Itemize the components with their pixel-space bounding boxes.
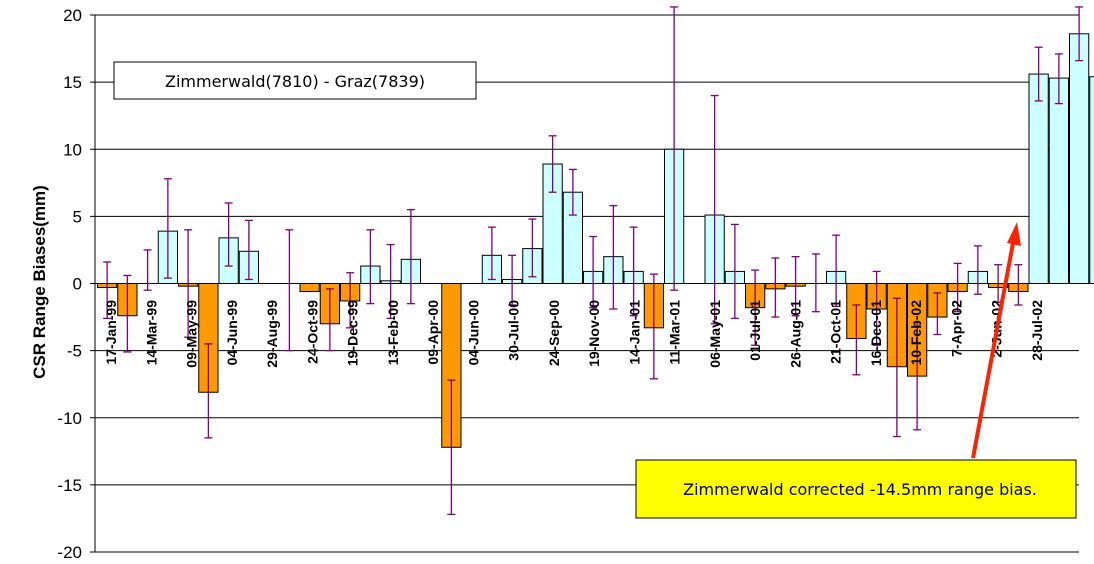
- error-bar: [163, 178, 172, 279]
- x-tick-label: 24-Sep-00: [546, 300, 562, 366]
- error-bar: [123, 274, 132, 353]
- error-bar: [224, 202, 233, 267]
- x-tick-label: 29-Aug-99: [264, 300, 280, 368]
- y-tick-label: 0: [73, 275, 82, 294]
- x-tick-label: 10-Feb-02: [908, 300, 924, 366]
- y-tick-label: -5: [67, 342, 82, 361]
- x-tick-label: 7-Apr-02: [948, 300, 964, 357]
- error-bar: [953, 262, 962, 313]
- error-bar: [508, 254, 517, 306]
- error-bar: [872, 270, 881, 346]
- bar: [1028, 73, 1049, 284]
- annotation-box: Zimmerwald corrected -14.5mm range bias.: [635, 459, 1077, 519]
- error-bar: [892, 297, 901, 438]
- error-bars: [103, 6, 1084, 516]
- x-tick-label: 14-Jan-01: [626, 300, 642, 365]
- x-tick-label: 11-Mar-01: [667, 300, 683, 365]
- error-bar: [447, 379, 456, 516]
- error-bar: [710, 94, 719, 325]
- error-bar: [1014, 264, 1023, 306]
- error-bar: [103, 261, 112, 320]
- error-bar: [568, 168, 577, 216]
- error-bar: [730, 223, 739, 320]
- x-tick-label: 26-Aug-01: [787, 300, 803, 368]
- bar: [1069, 33, 1090, 284]
- y-tick-label: 10: [63, 140, 82, 159]
- y-tick-label: 15: [63, 73, 82, 92]
- error-bar: [325, 288, 334, 352]
- error-bar: [649, 273, 658, 380]
- y-tick-label: -10: [57, 409, 82, 428]
- legend-box: Zimmerwald(7810) - Graz(7839): [113, 61, 477, 100]
- error-bar: [973, 245, 982, 295]
- x-tick-label: 14-Mar-99: [143, 300, 159, 366]
- x-tick-label: 19-Nov-00: [586, 300, 602, 367]
- error-bar: [143, 249, 152, 291]
- y-tick-label: 5: [73, 207, 82, 226]
- bar: [1048, 77, 1069, 284]
- x-tick-label: 28-Jul-02: [1029, 300, 1045, 361]
- error-bar: [487, 226, 496, 281]
- x-tick-label: 09-Apr-00: [425, 300, 441, 365]
- error-bar: [1075, 6, 1084, 62]
- y-tick-label: -20: [57, 543, 82, 562]
- error-bar: [589, 235, 598, 309]
- error-bar: [771, 257, 780, 318]
- x-tick-label: 04-Jun-99: [224, 300, 240, 366]
- x-tick-label: 16-Dec-01: [868, 300, 884, 366]
- x-tick-label: 30-Jul-00: [506, 300, 522, 361]
- error-bar: [528, 218, 537, 278]
- legend-box-label: Zimmerwald(7810) - Graz(7839): [165, 72, 425, 91]
- x-tick-label: 24-Oct-99: [304, 300, 320, 364]
- error-bar: [1054, 53, 1063, 105]
- x-tick-label: 19-Dec-99: [345, 300, 361, 366]
- error-bar: [244, 219, 253, 281]
- x-tick-label: 09-May-99: [184, 300, 200, 368]
- error-bar: [386, 243, 395, 320]
- arrow-annotation: [971, 222, 1021, 459]
- axes: -20 -15 -10 -5 0 5 10 15 20: [57, 6, 96, 562]
- error-bar: [933, 292, 942, 336]
- x-tick-label: 21-Oct-01: [828, 300, 844, 364]
- error-bar: [670, 6, 679, 291]
- y-axis-title: CSR Range Biases(mm): [30, 185, 49, 379]
- y-tick-label: 20: [63, 6, 82, 25]
- error-bar: [184, 229, 193, 338]
- x-tick-label: 06-May-01: [707, 300, 723, 368]
- y-tick-label: -15: [57, 476, 82, 495]
- error-bar: [913, 321, 922, 431]
- error-bar: [629, 226, 638, 317]
- error-bar: [285, 229, 294, 352]
- error-bar: [811, 253, 820, 313]
- error-bar: [1034, 46, 1043, 102]
- error-bar: [346, 272, 355, 329]
- error-bar: [366, 229, 375, 305]
- bar: [299, 283, 320, 293]
- arrow-head: [1007, 222, 1021, 246]
- error-bar: [852, 304, 861, 376]
- error-bar: [406, 209, 415, 305]
- arrow-line: [971, 237, 1016, 459]
- error-bar: [791, 255, 800, 317]
- error-bar: [204, 343, 213, 439]
- error-bar: [609, 204, 618, 310]
- annotation-label: Zimmerwald corrected -14.5mm range bias.: [683, 480, 1037, 499]
- x-tick-label: 01-Jul-01: [747, 300, 763, 361]
- x-tick-label: 04-Jun-00: [465, 300, 481, 366]
- x-tick-label: 13-Feb-00: [385, 300, 401, 366]
- error-bar: [751, 269, 760, 346]
- error-bar: [548, 135, 557, 193]
- x-tick-label: 17-Jan-99: [103, 300, 119, 365]
- error-bar: [832, 234, 841, 307]
- category-labels: 17-Jan-99 14-Mar-99 09-May-99 04-Jun-99 29-A…: [103, 300, 1045, 368]
- bar: [1089, 76, 1094, 284]
